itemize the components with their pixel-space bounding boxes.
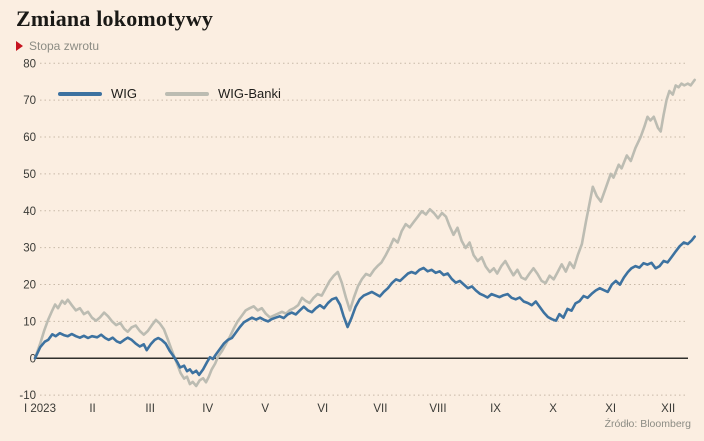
x-tick-label: I 2023 xyxy=(24,403,56,415)
x-tick-label: VI xyxy=(317,403,328,415)
legend-item-wig-banki: WIG-Banki xyxy=(165,86,281,101)
x-tick-label: II xyxy=(89,403,95,415)
y-tick-label: 30 xyxy=(23,243,36,255)
y-tick-label: 80 xyxy=(23,58,36,70)
wig-line-swatch xyxy=(58,91,102,96)
y-tick-label: 10 xyxy=(23,316,36,328)
x-tick-label: VII xyxy=(373,403,387,415)
y-tick-label: 70 xyxy=(23,95,36,107)
x-tick-label: III xyxy=(145,403,155,415)
x-tick-label: IX xyxy=(490,403,501,415)
y-tick-label: 40 xyxy=(23,206,36,218)
x-tick-label: XI xyxy=(605,403,616,415)
chart-subtitle-row: Stopa zwrotu xyxy=(16,39,99,53)
y-tick-label: 60 xyxy=(23,132,36,144)
series-line-wig xyxy=(33,235,697,377)
series-line-wig-banki xyxy=(33,78,697,388)
source-credit: Źródło: Bloomberg xyxy=(604,418,691,430)
wig-banki-line-swatch xyxy=(165,91,209,96)
x-tick-label: IV xyxy=(202,403,213,415)
legend-label-wig-banki: WIG-Banki xyxy=(218,86,281,101)
chart-subtitle: Stopa zwrotu xyxy=(29,39,100,53)
y-tick-label: 0 xyxy=(30,353,36,365)
y-tick-label: -10 xyxy=(19,390,36,402)
legend-item-wig: WIG xyxy=(58,86,137,101)
chart-title: Zmiana lokomotywy xyxy=(16,6,214,31)
x-tick-label: VIII xyxy=(429,403,446,415)
legend-label-wig: WIG xyxy=(111,86,137,101)
y-tick-label: 20 xyxy=(23,280,36,292)
x-tick-label: V xyxy=(261,403,269,415)
y-tick-label: 50 xyxy=(23,169,36,181)
x-tick-label: XII xyxy=(661,403,675,415)
red-arrow-icon xyxy=(16,41,23,51)
legend: WIG WIG-Banki xyxy=(58,86,281,101)
x-tick-label: X xyxy=(549,403,557,415)
